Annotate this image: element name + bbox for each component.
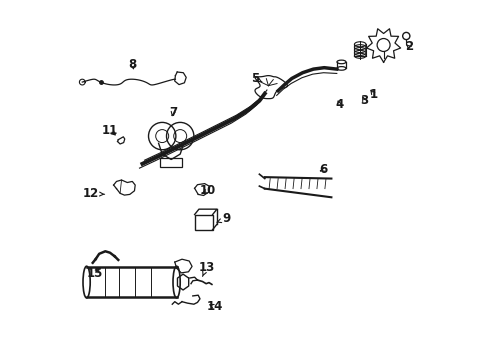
Text: 4: 4 [335,98,343,111]
Text: 3: 3 [361,94,368,107]
Text: 9: 9 [217,212,230,225]
Text: 13: 13 [198,261,215,276]
Text: 8: 8 [128,58,137,71]
Text: 5: 5 [251,72,262,85]
Text: 15: 15 [86,267,103,280]
Text: 12: 12 [83,187,104,200]
Text: 14: 14 [206,300,222,313]
Text: 6: 6 [319,163,327,176]
Text: 2: 2 [405,40,413,53]
Text: 1: 1 [370,88,378,101]
Text: 10: 10 [200,184,217,197]
Text: 11: 11 [102,124,118,137]
Text: 7: 7 [169,106,177,119]
